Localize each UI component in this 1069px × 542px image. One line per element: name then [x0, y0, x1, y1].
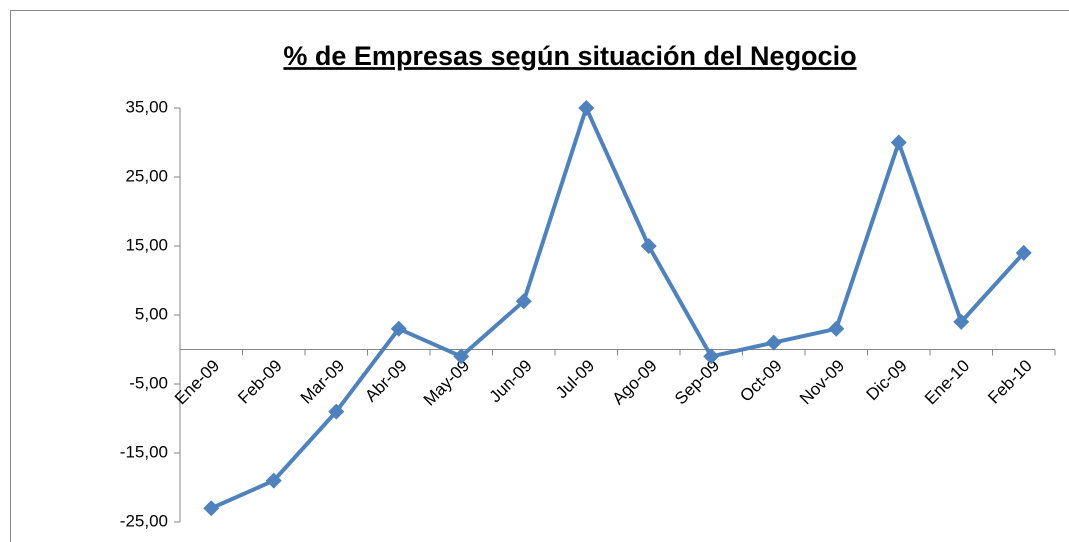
data-point — [765, 334, 782, 351]
data-line — [210, 106, 1026, 511]
data-point — [515, 293, 532, 310]
y-tick-label: 25,00 — [125, 166, 168, 185]
data-point — [453, 348, 470, 365]
data-point — [640, 238, 657, 254]
chart-border — [10, 10, 1069, 542]
data-point — [328, 403, 345, 420]
y-tick-label: -15,00 — [120, 442, 168, 461]
y-tick-label: -5,00 — [129, 373, 168, 392]
data-point — [703, 348, 720, 365]
data-point — [390, 320, 407, 337]
data-point — [828, 320, 845, 337]
chart-title: % de Empresas según situación del Negoci… — [283, 41, 856, 71]
data-point — [1015, 244, 1032, 261]
data-point — [265, 472, 282, 489]
y-tick-label: 35,00 — [125, 97, 168, 116]
y-tick-label: 5,00 — [135, 304, 168, 323]
data-point — [890, 134, 907, 151]
data-point — [203, 500, 220, 517]
data-point — [953, 313, 970, 330]
y-tick-label: 15,00 — [125, 235, 168, 254]
data-point — [578, 100, 595, 116]
y-tick-label: -25,00 — [120, 511, 168, 530]
